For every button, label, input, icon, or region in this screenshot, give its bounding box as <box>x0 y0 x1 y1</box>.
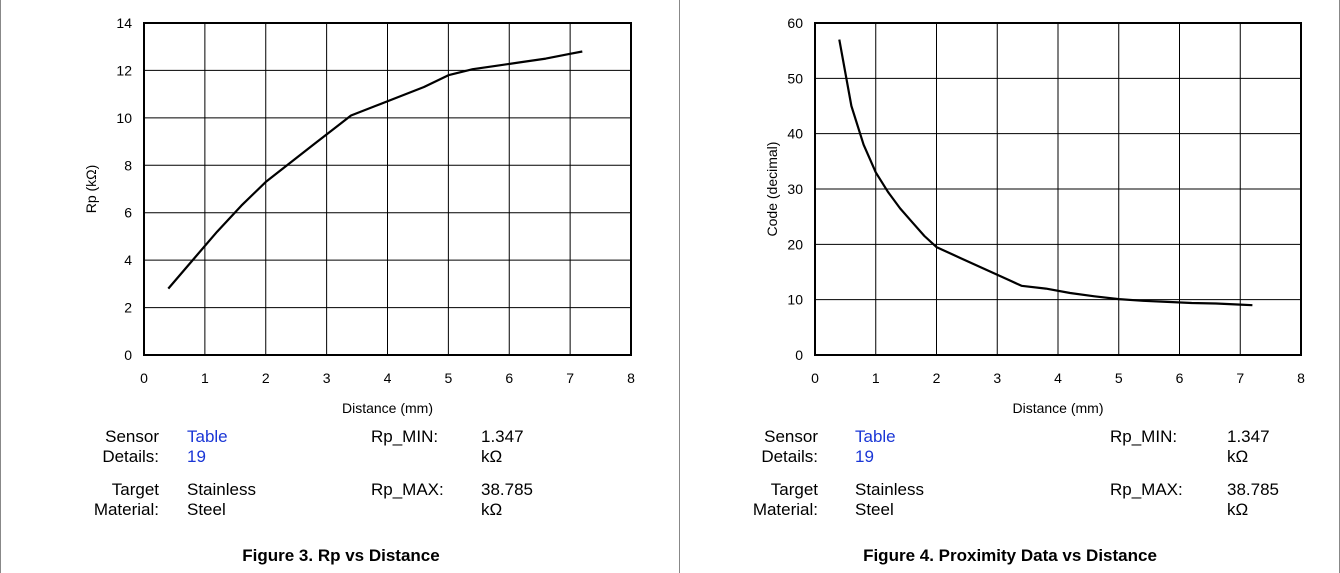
x-tick-label: 4 <box>1054 370 1062 386</box>
y-tick-label: 0 <box>795 347 803 363</box>
y-axis-title: Code (decimal) <box>764 142 780 237</box>
x-tick-label: 2 <box>262 370 270 386</box>
y-tick-label: 20 <box>787 236 803 252</box>
plot-frame <box>814 22 1302 356</box>
figure-3-caption: Figure 3. Rp vs Distance <box>242 546 440 565</box>
y-tick-label: 0 <box>124 347 132 363</box>
y-tick-label: 2 <box>124 300 132 316</box>
y-tick-label: 40 <box>787 126 803 142</box>
x-tick-label: 1 <box>872 370 880 386</box>
figure-4-caption: Figure 4. Proximity Data vs Distance <box>863 546 1157 565</box>
x-tick-label: 4 <box>384 370 392 386</box>
x-tick-label: 3 <box>323 370 331 386</box>
chart-series <box>167 50 583 290</box>
rp-max-label: Rp_MAX: <box>1110 480 1183 499</box>
rp-max-label: Rp_MAX: <box>371 480 444 499</box>
rp-min-label: Rp_MIN: <box>1110 427 1178 446</box>
rp-min-value: 1.347 kΩ <box>481 427 524 466</box>
figure-4-panel: 0 1 2 3 4 5 6 7 8 0 10 20 30 40 50 60 Distance (mm) Cod… <box>680 0 1340 573</box>
y-tick-label: 10 <box>787 292 803 308</box>
target-material-value: Stainless Steel <box>187 480 256 519</box>
chart-series <box>838 39 1253 307</box>
y-tick-label: 14 <box>116 15 132 31</box>
sensor-details-label: Sensor Details: <box>761 427 818 466</box>
y-tick-label: 30 <box>787 181 803 197</box>
series-line <box>838 39 1253 307</box>
proximity-data-vs-distance-chart: 0 1 2 3 4 5 6 7 8 0 10 20 30 40 50 60 Distance (mm) Cod… <box>764 15 1305 416</box>
x-tick-label: 3 <box>993 370 1001 386</box>
y-tick-label: 12 <box>116 62 132 78</box>
plot-frame <box>143 22 632 356</box>
y-tick-label: 4 <box>124 252 132 268</box>
target-material-label: Target Material: <box>752 480 818 519</box>
table-19-link[interactable]: Table 19 <box>187 427 228 466</box>
chart-grid <box>144 23 631 355</box>
target-material-label: Target Material: <box>93 480 159 519</box>
sensor-details-label: Sensor Details: <box>102 427 159 466</box>
x-tick-label: 8 <box>627 370 635 386</box>
x-tick-label: 1 <box>201 370 209 386</box>
y-tick-label: 50 <box>787 70 803 86</box>
x-tick-label: 6 <box>505 370 513 386</box>
table-19-link[interactable]: Table 19 <box>855 427 896 466</box>
y-tick-label: 10 <box>116 110 132 126</box>
chart-grid <box>815 23 1301 355</box>
x-tick-label: 0 <box>140 370 148 386</box>
rp-max-value: 38.785 kΩ <box>481 480 533 519</box>
series-line <box>167 50 583 290</box>
x-tick-label: 6 <box>1176 370 1184 386</box>
y-tick-label: 60 <box>787 15 803 31</box>
x-tick-label: 5 <box>444 370 452 386</box>
y-axis-title: Rp (kΩ) <box>83 165 99 214</box>
x-tick-label: 5 <box>1115 370 1123 386</box>
rp-min-value: 1.347 kΩ <box>1227 427 1270 466</box>
target-material-value: Stainless Steel <box>855 480 924 519</box>
x-tick-label: 7 <box>566 370 574 386</box>
x-tick-label: 8 <box>1297 370 1305 386</box>
x-tick-label: 2 <box>933 370 941 386</box>
x-axis-title: Distance (mm) <box>1012 400 1103 416</box>
figure-3-panel: 0 1 2 3 4 5 6 7 8 0 2 4 6 8 10 12 14 Distance (mm) Rp (k… <box>0 0 680 573</box>
y-tick-label: 8 <box>124 157 132 173</box>
rp-max-value: 38.785 kΩ <box>1227 480 1279 519</box>
y-tick-label: 6 <box>124 205 132 221</box>
x-tick-label: 0 <box>811 370 819 386</box>
chart-tick-labels: 0 1 2 3 4 5 6 7 8 0 10 20 30 40 50 60 <box>787 15 1305 386</box>
x-axis-title: Distance (mm) <box>342 400 433 416</box>
rp-min-label: Rp_MIN: <box>371 427 439 446</box>
x-tick-label: 7 <box>1236 370 1244 386</box>
